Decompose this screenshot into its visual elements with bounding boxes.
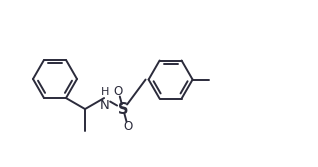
Text: H: H	[101, 87, 109, 97]
Text: N: N	[100, 99, 110, 112]
Text: S: S	[118, 102, 128, 117]
Text: O: O	[114, 85, 123, 98]
Text: O: O	[123, 120, 132, 133]
